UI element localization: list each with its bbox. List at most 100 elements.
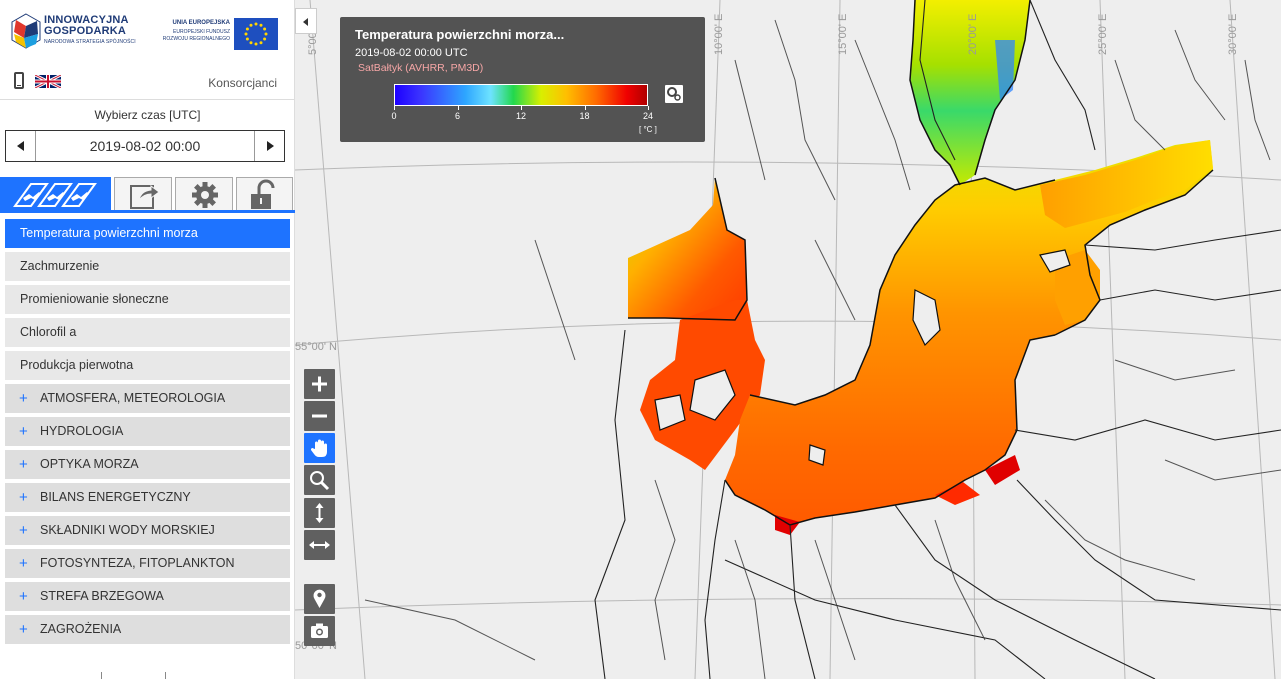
zoom-box-button[interactable] (304, 465, 335, 495)
share-icon (130, 185, 160, 209)
rivers (364, 19, 1281, 679)
pin-icon (313, 589, 326, 608)
group-label: BILANS ENERGETYCZNY (40, 490, 191, 504)
legend-tick-label: 24 (642, 111, 654, 121)
logo-ig-line2: GOSPODARKA (44, 25, 127, 37)
group-label: SKŁADNIKI WODY MORSKIEJ (40, 523, 215, 537)
time-prev-button[interactable] (6, 131, 36, 161)
group-label: ZAGROŻENIA (40, 622, 122, 636)
time-label: Wybierz czas [UTC] (94, 108, 201, 122)
zealand-island (689, 369, 736, 421)
country-borders (594, 0, 1281, 679)
unlock-icon (251, 179, 275, 209)
gear-icon (192, 182, 218, 208)
legend-source: SatBałtyk (AVHRR, PM3D) (358, 62, 484, 74)
map-view[interactable]: 55°00' N 50°00' N 5°00' E 10°00' E 15°00… (295, 0, 1281, 679)
plus-icon (312, 376, 327, 392)
group-energy-balance[interactable]: + BILANS ENERGETYCZNY (5, 483, 290, 512)
minus-icon (312, 414, 327, 418)
measure-horizontal-button[interactable] (304, 530, 335, 560)
layer-item-chlorophyll[interactable]: Chlorofil a (5, 318, 290, 347)
group-label: STREFA BRZEGOWA (40, 589, 164, 603)
vertical-arrows-icon (315, 503, 324, 523)
legend-color-scale (394, 84, 648, 106)
time-value[interactable]: 2019-08-02 00:00 (89, 138, 201, 154)
gotland-island (912, 289, 941, 347)
layer-item-cloudiness[interactable]: Zachmurzenie (5, 252, 290, 281)
logo-eu-line3: ROZWOJU REGIONALNEGO (162, 36, 230, 42)
screenshot-button[interactable] (304, 616, 335, 646)
logo-ig-line1: INNOWACYJNA (44, 14, 129, 26)
legend-tick-label: 0 (391, 111, 397, 121)
layer-item-sst[interactable]: Temperatura powierzchni morza (5, 219, 290, 248)
layer-item-primary-production[interactable]: Produkcja pierwotna (5, 351, 290, 380)
satellite-icon (13, 183, 97, 207)
legend-tick-label: 6 (454, 111, 461, 121)
mobile-phone-icon[interactable] (14, 72, 24, 89)
legend-tick-label: 12 (515, 111, 527, 121)
bothnian-bay-cold-water (995, 40, 1015, 100)
tab-layers[interactable] (0, 177, 111, 211)
lon-label-10: 10°00' E (713, 13, 725, 55)
plus-icon: + (19, 555, 28, 572)
group-coastal-zone[interactable]: + STREFA BRZEGOWA (5, 582, 290, 611)
bornholm-island (808, 444, 826, 466)
group-label: ATMOSFERA, METEOROLOGIA (40, 391, 226, 405)
legend-title: Temperatura powierzchni morza... (355, 27, 565, 42)
time-next-button[interactable] (254, 131, 284, 161)
sidebar-footer (0, 670, 295, 679)
zoom-in-button[interactable] (304, 369, 335, 399)
consortium-link[interactable]: Konsorcjanci (208, 76, 277, 90)
legend-unit: [ °C ] (639, 125, 657, 134)
plus-icon: + (19, 456, 28, 473)
sidebar: INNOWACYJNA GOSPODARKA NARODOWA STRATEGI… (0, 0, 295, 679)
group-sea-optics[interactable]: + OPTYKA MORZA (5, 450, 290, 479)
magnifier-icon (310, 471, 330, 491)
lon-label-20: 20°00' E (967, 13, 979, 55)
tab-export[interactable] (114, 177, 172, 211)
group-hydrology[interactable]: + HYDROLOGIA (5, 417, 290, 446)
legend-date: 2019-08-02 00:00 UTC (355, 47, 468, 59)
map-canvas[interactable] (295, 0, 1281, 679)
legend-tick-mark (584, 106, 586, 110)
tab-login[interactable] (236, 177, 293, 211)
logo-bar: INNOWACYJNA GOSPODARKA NARODOWA STRATEGI… (0, 0, 295, 64)
lat-label-55: 55°00' N (295, 341, 337, 353)
north-sea-water (628, 178, 747, 320)
plus-icon: + (19, 489, 28, 506)
plus-icon: + (19, 522, 28, 539)
group-hazards[interactable]: + ZAGROŻENIA (5, 615, 290, 644)
camera-icon (311, 623, 328, 638)
lon-label-15: 15°00' E (837, 13, 849, 55)
measure-vertical-button[interactable] (304, 498, 335, 528)
plus-icon: + (19, 423, 28, 440)
gears-icon (667, 87, 681, 101)
gulf-of-finland-water (1040, 140, 1213, 228)
plus-icon: + (19, 621, 28, 638)
curonian-lagoon-water (985, 455, 1020, 485)
top-row: Konsorcjanci (0, 68, 295, 100)
group-label: HYDROLOGIA (40, 424, 124, 438)
hand-icon (310, 439, 327, 457)
horizontal-arrows-icon (309, 541, 330, 549)
funen-island (654, 394, 686, 431)
group-label: FOTOSYNTEZA, FITOPLANKTON (40, 556, 235, 570)
tab-settings[interactable] (175, 177, 233, 211)
legend-settings-button[interactable] (665, 85, 683, 103)
lon-label-30: 30°00' E (1227, 13, 1239, 55)
ig-logo-icon (11, 13, 41, 49)
point-info-button[interactable] (304, 584, 335, 614)
collapse-sidebar-button[interactable] (295, 8, 317, 34)
legend-tick-mark (457, 106, 459, 110)
group-photosynthesis[interactable]: + FOTOSYNTEZA, FITOPLANKTON (5, 549, 290, 578)
group-atmosphere[interactable]: + ATMOSFERA, METEOROLOGIA (5, 384, 290, 413)
uk-flag-icon[interactable] (34, 73, 62, 90)
plus-icon: + (19, 390, 28, 407)
pan-button[interactable] (304, 433, 335, 463)
legend-tick-label: 18 (579, 111, 590, 121)
zoom-out-button[interactable] (304, 401, 335, 431)
group-seawater-components[interactable]: + SKŁADNIKI WODY MORSKIEJ (5, 516, 290, 545)
layer-item-solar-radiation[interactable]: Promieniowanie słoneczne (5, 285, 290, 314)
group-label: OPTYKA MORZA (40, 457, 139, 471)
